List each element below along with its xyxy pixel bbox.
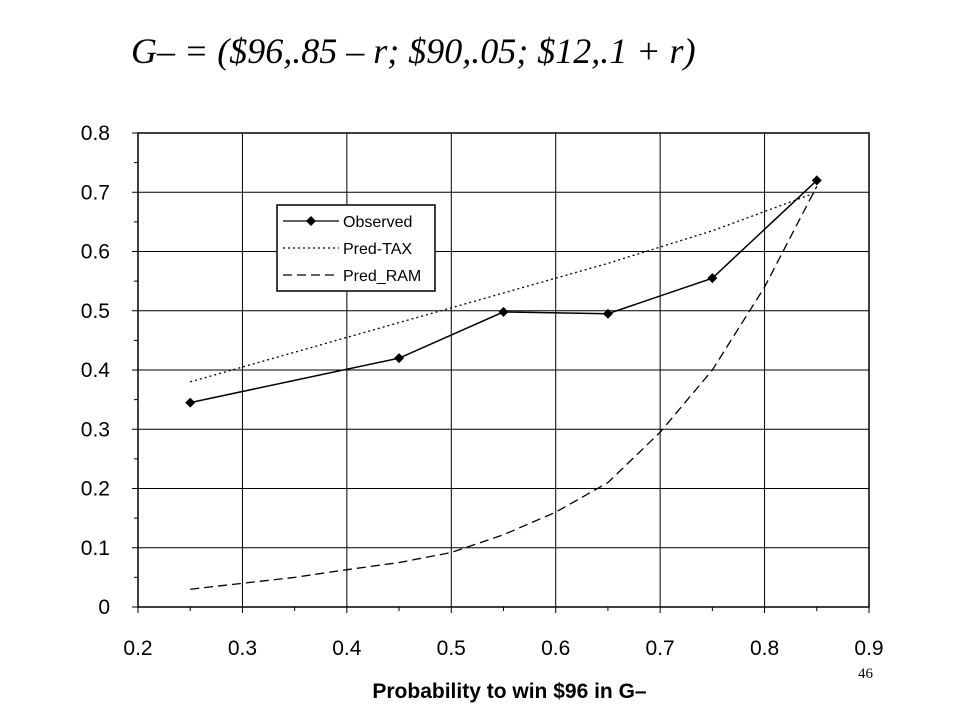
- x-axis-ticks: 0.2 0.3 0.4 0.5 0.6 0.7 0.8 0.9: [123, 607, 884, 660]
- data-point: [707, 273, 718, 284]
- y-tick-label: 0.1: [81, 537, 110, 560]
- y-tick-label: 0.2: [81, 478, 110, 501]
- y-axis-ticks: 0 0.1 0.2 0.3 0.4 0.5 0.6 0.7 0.8: [81, 122, 138, 619]
- legend-label: Observed: [343, 214, 412, 231]
- x-axis-label: Probability to win $96 in G–: [372, 680, 647, 703]
- x-tick-label: 0.2: [123, 637, 152, 660]
- chart-legend: Observed Pred-TAX Pred_RAM: [276, 204, 436, 292]
- x-tick-label: 0.4: [332, 637, 362, 660]
- data-point: [498, 306, 509, 317]
- series-pred-tax: [190, 191, 818, 383]
- chart-grid: [137, 132, 870, 608]
- y-tick-label: 0.8: [81, 122, 110, 145]
- x-tick-label: 0.5: [437, 637, 466, 660]
- y-tick-label: 0.6: [81, 241, 110, 264]
- data-point: [602, 308, 613, 319]
- series-line: [190, 191, 818, 383]
- slide-title: G– = ($96,.85 – r; $90,.05; $12,.1 + r): [131, 31, 696, 71]
- x-tick-label: 0.8: [750, 637, 779, 660]
- legend-marker: [306, 216, 316, 226]
- x-tick-label: 0.9: [854, 637, 883, 660]
- x-tick-label: 0.6: [541, 637, 570, 660]
- y-tick-label: 0: [98, 596, 110, 619]
- data-point: [185, 397, 196, 408]
- series-line: [190, 179, 818, 404]
- series-observed: [185, 175, 822, 408]
- slide-number: 46: [858, 666, 873, 682]
- x-tick-label: 0.3: [228, 637, 257, 660]
- series-layer: [185, 175, 822, 590]
- data-point: [811, 175, 822, 186]
- y-tick-label: 0.4: [81, 359, 111, 382]
- series-line: [190, 186, 818, 590]
- x-tick-label: 0.7: [646, 637, 675, 660]
- legend-label: Pred-TAX: [343, 241, 412, 258]
- y-tick-label: 0.3: [81, 418, 110, 441]
- series-pred-ram: [190, 186, 818, 590]
- y-tick-label: 0.7: [81, 181, 110, 204]
- legend-label: Pred_RAM: [343, 268, 421, 285]
- data-point: [394, 353, 405, 364]
- y-tick-label: 0.5: [81, 300, 110, 323]
